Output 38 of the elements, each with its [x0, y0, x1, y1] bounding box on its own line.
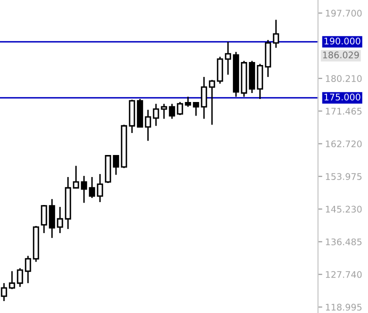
ref-line-label: 175.000: [324, 94, 360, 100]
text: 186.029: [323, 52, 359, 58]
candlestick: [168, 103, 176, 120]
candlestick: [144, 109, 152, 142]
candlestick: [56, 206, 64, 234]
y-tick-label: 118.995: [326, 304, 362, 311]
y-tick-label: 162.720: [326, 140, 362, 148]
candlestick: [0, 282, 8, 302]
candlestick: [208, 79, 216, 126]
y-tick-label: 180.210: [326, 75, 362, 82]
candlestick: [200, 76, 208, 120]
y-tick-label: 127.740: [326, 271, 362, 278]
candlestick: [184, 96, 192, 108]
candlestick: [264, 39, 272, 78]
y-tick-label: 153.975: [326, 173, 362, 180]
ref-line-label: 190.000: [324, 38, 360, 44]
candlestick: [176, 101, 184, 116]
candlestick: [24, 255, 32, 284]
candlestick: [88, 176, 96, 199]
candlestick: [224, 41, 232, 76]
candlestick: [80, 175, 88, 204]
y-tick-label: 171.465: [326, 108, 362, 115]
y-tick-label: 136.485: [326, 238, 362, 246]
candlestick: [256, 63, 264, 100]
y-tick-label: 197.700: [326, 10, 362, 17]
candlestick: [152, 103, 160, 127]
candlestick: [112, 154, 120, 176]
y-tick-label: 145.230: [326, 206, 362, 213]
candlestick: [96, 173, 104, 203]
candlestick: [216, 56, 224, 84]
candlestick: [72, 165, 80, 189]
candlestick: [160, 103, 168, 120]
candlestick: [192, 102, 200, 116]
candlestick: [16, 267, 24, 288]
candlestick: [272, 19, 280, 49]
candlestick: [40, 204, 48, 234]
candlestick: [48, 198, 56, 239]
candlestick: [8, 270, 16, 290]
